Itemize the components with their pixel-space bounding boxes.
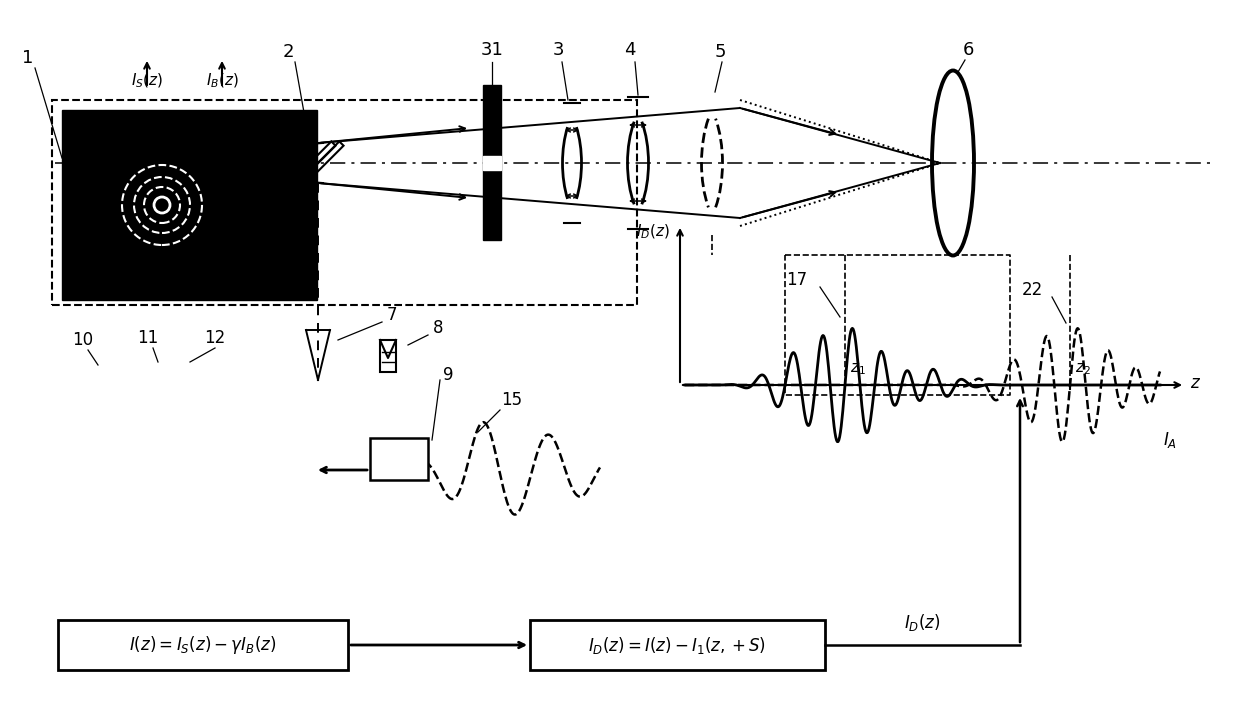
Bar bbox=[484, 156, 501, 170]
Bar bbox=[379, 340, 396, 372]
Text: $I_D(z)=I(z)-I_1(z,+S)$: $I_D(z)=I(z)-I_1(z,+S)$ bbox=[589, 634, 766, 656]
Text: $I_D(z)$: $I_D(z)$ bbox=[904, 612, 941, 633]
Text: 17: 17 bbox=[786, 271, 807, 289]
Text: 6: 6 bbox=[962, 41, 973, 59]
Bar bbox=[52, 100, 637, 305]
Text: 3: 3 bbox=[552, 41, 564, 59]
Text: $I_A$: $I_A$ bbox=[1163, 430, 1177, 450]
Text: 10: 10 bbox=[72, 331, 93, 349]
Text: $z_1$: $z_1$ bbox=[849, 362, 866, 377]
Bar bbox=[62, 110, 317, 300]
Text: 5: 5 bbox=[714, 43, 725, 61]
Bar bbox=[484, 85, 501, 240]
Bar bbox=[370, 438, 428, 480]
Text: 9: 9 bbox=[443, 366, 454, 384]
Text: $I(z)=I_S(z)-\gamma I_B(z)$: $I(z)=I_S(z)-\gamma I_B(z)$ bbox=[129, 634, 277, 656]
Bar bbox=[529, 620, 825, 670]
Text: 1: 1 bbox=[22, 49, 33, 67]
Text: 4: 4 bbox=[624, 41, 636, 59]
Text: 7: 7 bbox=[387, 306, 397, 324]
Text: 2: 2 bbox=[283, 43, 294, 61]
Text: $I_B(z)$: $I_B(z)$ bbox=[206, 72, 238, 90]
Text: 15: 15 bbox=[501, 391, 522, 409]
Text: 8: 8 bbox=[433, 319, 443, 337]
Text: 12: 12 bbox=[205, 329, 226, 347]
Text: 22: 22 bbox=[1022, 281, 1043, 299]
Text: $z$: $z$ bbox=[1190, 374, 1202, 392]
Text: 11: 11 bbox=[138, 329, 159, 347]
Text: $z_2$: $z_2$ bbox=[1075, 362, 1091, 377]
Text: 31: 31 bbox=[481, 41, 503, 59]
Text: $I_D(z)$: $I_D(z)$ bbox=[636, 223, 670, 241]
Bar bbox=[58, 620, 348, 670]
Text: $I_S(z)$: $I_S(z)$ bbox=[131, 72, 164, 90]
